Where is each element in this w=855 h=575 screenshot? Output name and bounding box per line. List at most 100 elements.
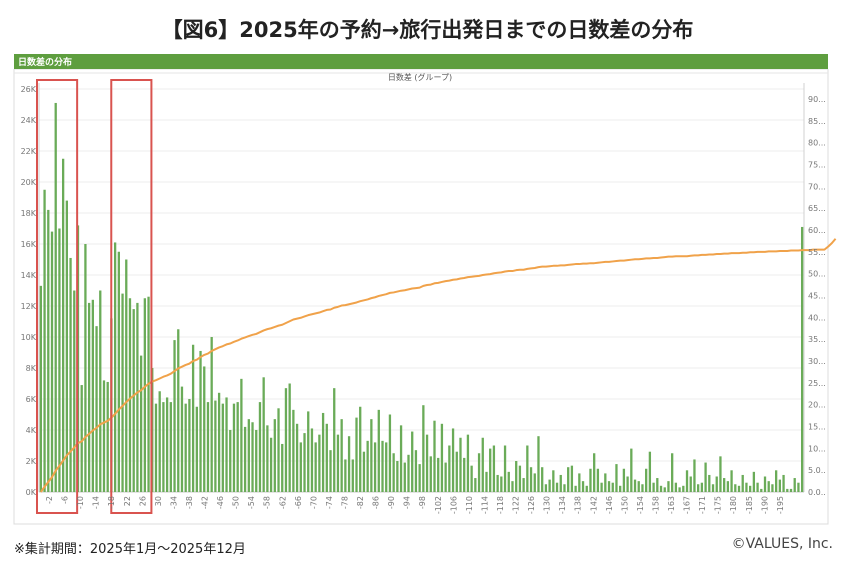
x-tick-label: -118 xyxy=(496,496,505,514)
bar xyxy=(73,290,76,492)
bar xyxy=(362,451,366,492)
bar xyxy=(697,484,700,492)
y2-tick-label: 30... xyxy=(808,357,826,366)
y2-tick-label: 40... xyxy=(808,313,826,322)
bar xyxy=(793,478,796,492)
panel-title: 日数差の分布 xyxy=(18,58,73,68)
y2-tick-label: 60... xyxy=(808,226,826,235)
x-tick-label: -90 xyxy=(387,496,396,509)
bar xyxy=(455,451,458,492)
bar xyxy=(321,412,325,492)
bar xyxy=(507,471,510,492)
bar xyxy=(522,478,525,492)
bar xyxy=(347,436,351,492)
bar xyxy=(299,442,302,492)
bar xyxy=(158,391,161,492)
x-axis: -2 -6 -10 -14 -18 22 26 30 -34 -38 -42 -46 -50 -54 -58… xyxy=(45,496,785,514)
x-tick-label: -150 xyxy=(620,496,629,514)
bar xyxy=(630,448,633,492)
bar xyxy=(206,402,210,492)
x-tick-label: -82 xyxy=(356,496,365,509)
x-tick-label: -158 xyxy=(651,496,660,514)
bar xyxy=(392,453,395,492)
bar xyxy=(637,481,640,492)
bar xyxy=(91,299,94,492)
bar xyxy=(191,344,195,492)
bar xyxy=(266,425,269,492)
bar xyxy=(459,437,462,492)
bar xyxy=(310,428,314,492)
bar xyxy=(771,484,774,492)
bar xyxy=(633,479,637,492)
bar xyxy=(704,462,707,492)
chart: 日数差 (グループ) 0K 2K 4K 6K 8K 10K 12K 14K 16K 18K 20K 2… xyxy=(13,69,837,525)
y2-tick-label: 45... xyxy=(808,292,826,301)
bar xyxy=(515,461,518,492)
y-tick-label: 24K xyxy=(21,116,37,125)
x-tick-label: -142 xyxy=(589,496,598,514)
x-tick-label: -38 xyxy=(185,496,194,509)
bar xyxy=(210,337,213,492)
x-tick-label: -74 xyxy=(325,496,334,509)
bar xyxy=(693,459,696,492)
bar xyxy=(177,329,180,492)
x-tick-label: 30 xyxy=(154,496,163,506)
bar xyxy=(243,426,247,492)
x-tick-label: -171 xyxy=(698,496,707,514)
bar xyxy=(359,406,362,492)
bar xyxy=(117,251,120,492)
bar xyxy=(674,482,678,492)
bar xyxy=(251,422,254,492)
y2-tick-label: 5.0.. xyxy=(808,466,826,475)
bar xyxy=(745,482,748,492)
bar xyxy=(43,189,46,492)
bar xyxy=(232,403,236,492)
bar xyxy=(500,476,503,492)
bar xyxy=(663,487,666,492)
bar xyxy=(574,485,577,492)
bar xyxy=(604,473,607,492)
bar xyxy=(466,434,470,492)
bar xyxy=(596,468,600,492)
bar xyxy=(136,302,139,492)
bar xyxy=(377,409,380,492)
x-tick-label: 26 xyxy=(138,496,147,506)
bar xyxy=(448,445,451,492)
y2-tick-label: 20... xyxy=(808,401,826,410)
bar xyxy=(399,425,403,492)
bar xyxy=(778,479,782,492)
bar xyxy=(262,377,265,492)
y2-tick-label: 70... xyxy=(808,182,826,191)
y2-tick-label: 65... xyxy=(808,204,826,213)
bar xyxy=(106,381,109,492)
x-tick-label: -114 xyxy=(480,496,489,514)
bar xyxy=(258,402,262,492)
x-tick-label: -78 xyxy=(340,496,349,509)
bar xyxy=(652,482,655,492)
x-tick-label: -190 xyxy=(760,496,769,514)
bar xyxy=(333,388,336,492)
bar xyxy=(351,459,354,492)
x-tick-label: -122 xyxy=(512,496,521,514)
bar xyxy=(775,470,778,492)
bar xyxy=(671,453,674,492)
bar xyxy=(526,445,529,492)
bar xyxy=(366,440,369,492)
x-tick-label: -195 xyxy=(776,496,785,514)
bar xyxy=(741,474,744,492)
x-tick-label: -50 xyxy=(232,496,241,509)
bar xyxy=(737,485,741,492)
bar xyxy=(789,488,793,492)
highlight-box xyxy=(110,79,153,514)
bar xyxy=(685,470,689,492)
bar xyxy=(440,423,444,492)
x-tick-label: -34 xyxy=(169,496,178,509)
bar xyxy=(760,488,763,492)
bar xyxy=(407,454,410,492)
y-tick-label: 2K xyxy=(26,457,37,466)
bar xyxy=(199,350,202,492)
bar xyxy=(726,481,730,492)
x-tick-label: -10 xyxy=(76,496,85,509)
y2-tick-label: 0.0.. xyxy=(808,488,826,497)
bar xyxy=(537,436,540,492)
